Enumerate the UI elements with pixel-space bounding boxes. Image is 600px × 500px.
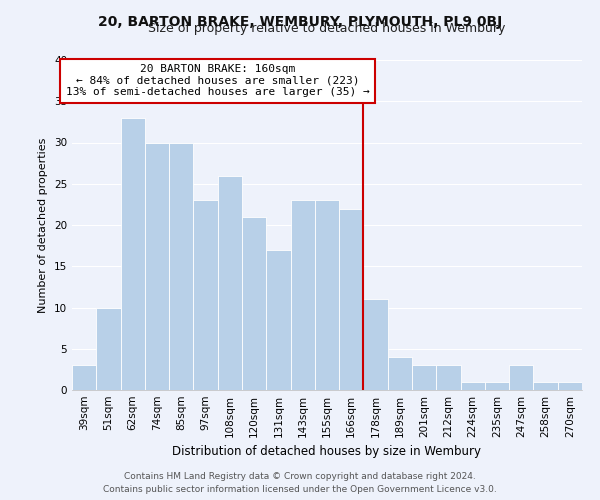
Bar — [485, 382, 509, 390]
Bar — [145, 142, 169, 390]
Bar — [193, 200, 218, 390]
Bar — [412, 365, 436, 390]
X-axis label: Distribution of detached houses by size in Wembury: Distribution of detached houses by size … — [173, 446, 482, 458]
Bar — [290, 200, 315, 390]
Bar — [218, 176, 242, 390]
Text: 20, BARTON BRAKE, WEMBURY, PLYMOUTH, PL9 0BJ: 20, BARTON BRAKE, WEMBURY, PLYMOUTH, PL9… — [98, 15, 502, 29]
Bar — [169, 142, 193, 390]
Bar — [266, 250, 290, 390]
Bar — [388, 357, 412, 390]
Bar — [121, 118, 145, 390]
Y-axis label: Number of detached properties: Number of detached properties — [38, 138, 49, 312]
Title: Size of property relative to detached houses in Wembury: Size of property relative to detached ho… — [148, 22, 506, 35]
Text: Contains HM Land Registry data © Crown copyright and database right 2024.
Contai: Contains HM Land Registry data © Crown c… — [103, 472, 497, 494]
Bar — [461, 382, 485, 390]
Bar — [533, 382, 558, 390]
Bar — [364, 299, 388, 390]
Bar — [96, 308, 121, 390]
Bar — [558, 382, 582, 390]
Bar — [72, 365, 96, 390]
Text: 20 BARTON BRAKE: 160sqm
← 84% of detached houses are smaller (223)
13% of semi-d: 20 BARTON BRAKE: 160sqm ← 84% of detache… — [66, 64, 370, 98]
Bar — [339, 208, 364, 390]
Bar — [242, 217, 266, 390]
Bar — [436, 365, 461, 390]
Bar — [315, 200, 339, 390]
Bar — [509, 365, 533, 390]
